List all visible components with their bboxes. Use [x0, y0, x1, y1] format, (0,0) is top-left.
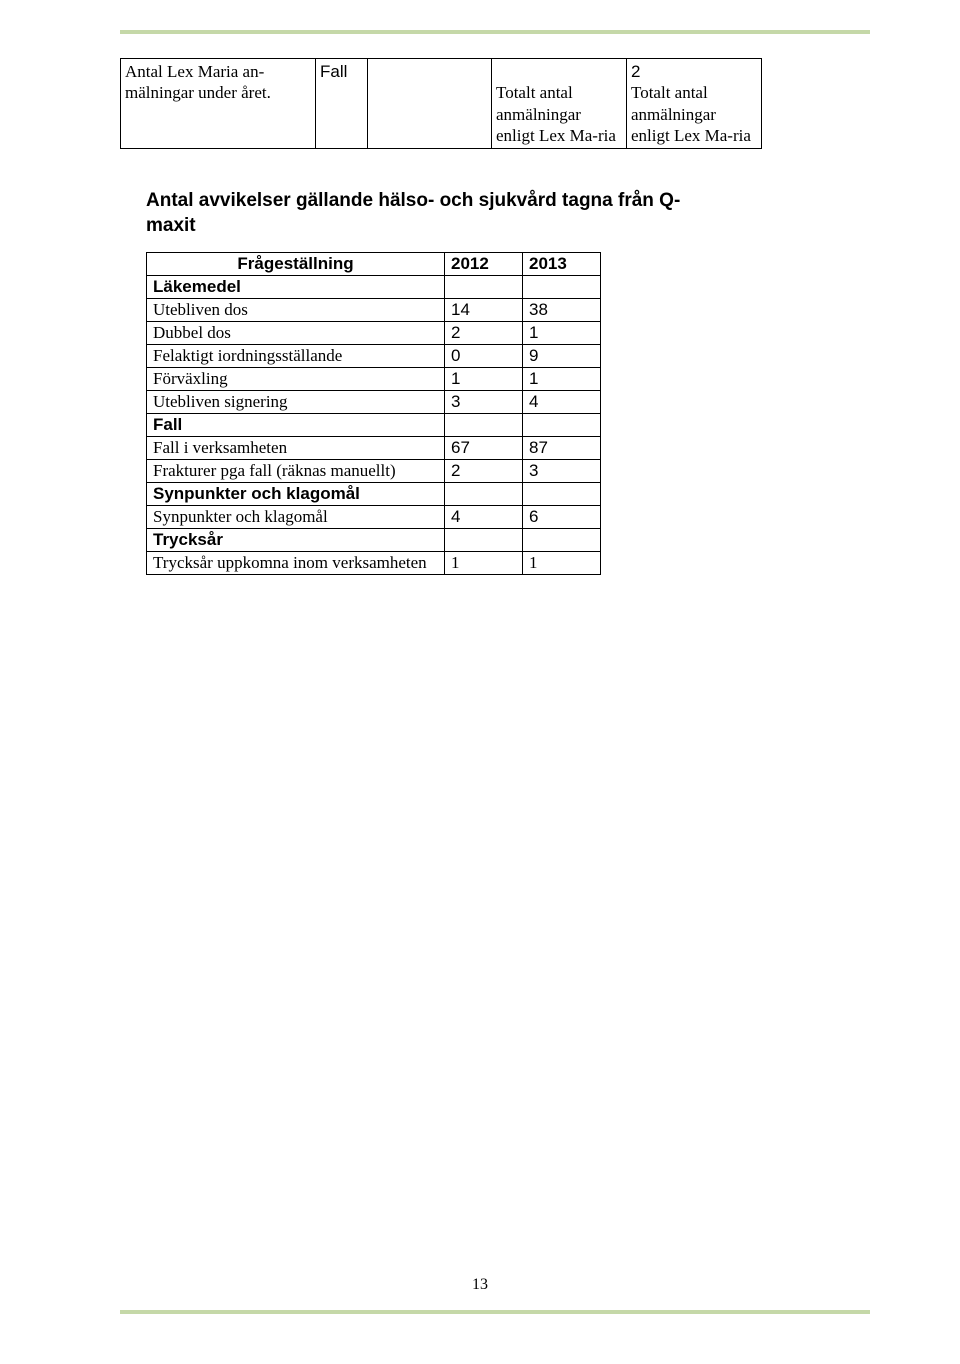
table-row: Trycksår uppkomna inom verksamheten11 — [147, 552, 601, 575]
th-2013: 2013 — [523, 253, 601, 276]
cell-empty — [445, 529, 523, 552]
t1-cell-1: Antal Lex Maria an-mälningar under året. — [121, 59, 316, 149]
page-number: 13 — [0, 1276, 960, 1294]
table-row: Trycksår — [147, 529, 601, 552]
cell-2013: 1 — [523, 552, 601, 575]
cell-2012: 67 — [445, 437, 523, 460]
row-label: Frakturer pga fall (räknas manuellt) — [147, 460, 445, 483]
t1-c5-text: Totalt antal anmälningar enligt Lex Ma-r… — [631, 83, 751, 145]
table-row: Felaktigt iordningsställande09 — [147, 345, 601, 368]
row-label: Trycksår uppkomna inom verksamheten — [147, 552, 445, 575]
cell-empty — [523, 414, 601, 437]
section-heading: Antal avvikelser gällande hälso- och sju… — [146, 189, 706, 238]
cell-2013: 9 — [523, 345, 601, 368]
bottom-rule — [120, 1310, 870, 1314]
row-label: Fall i verksamheten — [147, 437, 445, 460]
table-row: Fall i verksamheten6787 — [147, 437, 601, 460]
table-header-row: Frågeställning 2012 2013 — [147, 253, 601, 276]
t1-cell-4: Totalt antal anmälningar enligt Lex Ma-r… — [492, 59, 627, 149]
cell-2013: 1 — [523, 322, 601, 345]
table-row: Synpunkter och klagomål46 — [147, 506, 601, 529]
row-label: Felaktigt iordningsställande — [147, 345, 445, 368]
th-question: Frågeställning — [147, 253, 445, 276]
cell-2012: 1 — [445, 368, 523, 391]
section-label: Synpunkter och klagomål — [147, 483, 445, 506]
cell-2013: 3 — [523, 460, 601, 483]
cell-2013: 6 — [523, 506, 601, 529]
t1-cell-2: Fall — [316, 59, 368, 149]
t1-c4-text: Totalt antal anmälningar enligt Lex Ma-r… — [496, 83, 616, 145]
row-label: Dubbel dos — [147, 322, 445, 345]
cell-2013: 38 — [523, 299, 601, 322]
section-label: Trycksår — [147, 529, 445, 552]
cell-2013: 4 — [523, 391, 601, 414]
cell-2013: 87 — [523, 437, 601, 460]
table-row: Läkemedel — [147, 276, 601, 299]
t1-cell-5: 2 Totalt antal anmälningar enligt Lex Ma… — [627, 59, 762, 149]
top-table: Antal Lex Maria an-mälningar under året.… — [120, 58, 762, 149]
table-row: Frakturer pga fall (räknas manuellt)23 — [147, 460, 601, 483]
cell-empty — [445, 276, 523, 299]
row-label: Utebliven dos — [147, 299, 445, 322]
t1-cell-3 — [368, 59, 492, 149]
cell-empty — [523, 276, 601, 299]
cell-2012: 4 — [445, 506, 523, 529]
section-label: Fall — [147, 414, 445, 437]
t1-c5-num: 2 — [631, 62, 640, 81]
table-row: Utebliven dos1438 — [147, 299, 601, 322]
table-row: Synpunkter och klagomål — [147, 483, 601, 506]
row-label: Förväxling — [147, 368, 445, 391]
cell-empty — [445, 414, 523, 437]
row-label: Synpunkter och klagomål — [147, 506, 445, 529]
cell-2012: 1 — [445, 552, 523, 575]
data-table: Frågeställning 2012 2013 LäkemedelUtebli… — [146, 252, 601, 575]
table-row: Dubbel dos21 — [147, 322, 601, 345]
cell-2013: 1 — [523, 368, 601, 391]
section-label: Läkemedel — [147, 276, 445, 299]
row-label: Utebliven signering — [147, 391, 445, 414]
cell-2012: 0 — [445, 345, 523, 368]
table-row: Förväxling11 — [147, 368, 601, 391]
table-row: Utebliven signering34 — [147, 391, 601, 414]
table-row: Fall — [147, 414, 601, 437]
cell-empty — [523, 529, 601, 552]
cell-2012: 2 — [445, 460, 523, 483]
th-2012: 2012 — [445, 253, 523, 276]
top-rule — [120, 30, 870, 34]
cell-2012: 2 — [445, 322, 523, 345]
cell-empty — [445, 483, 523, 506]
cell-empty — [523, 483, 601, 506]
cell-2012: 3 — [445, 391, 523, 414]
cell-2012: 14 — [445, 299, 523, 322]
